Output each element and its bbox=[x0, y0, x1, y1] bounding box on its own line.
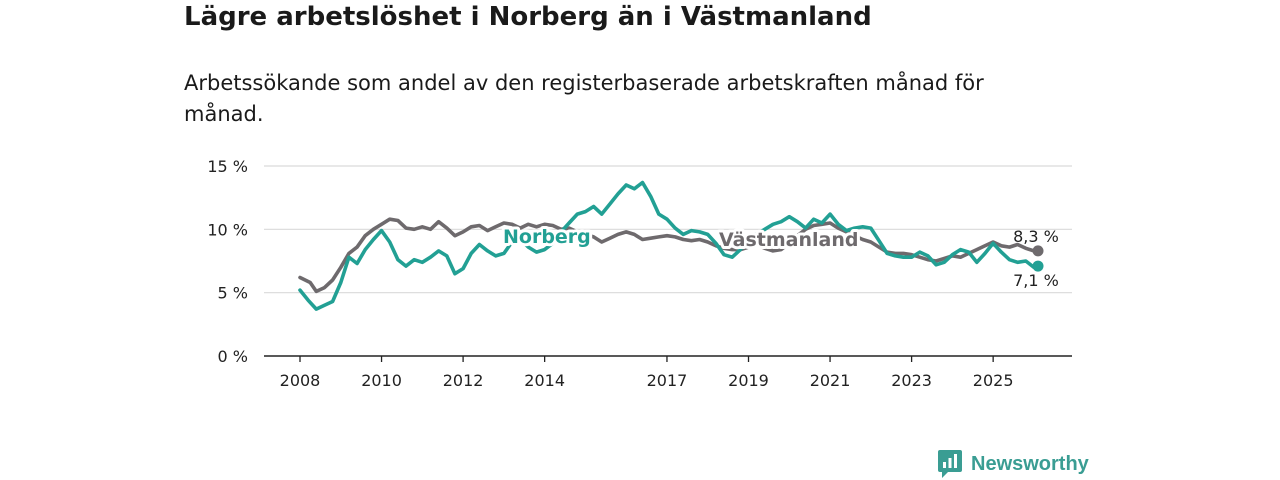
end-value-label-vastmanland: 8,3 % bbox=[1013, 227, 1059, 246]
x-tick-label: 2017 bbox=[647, 371, 688, 390]
x-tick-label: 2014 bbox=[524, 371, 565, 390]
chart-title: Lägre arbetslöshet i Norberg än i Västma… bbox=[184, 2, 872, 32]
x-tick-label: 2021 bbox=[810, 371, 851, 390]
x-tick-label: 2010 bbox=[361, 371, 402, 390]
end-value-label-norberg: 7,1 % bbox=[1013, 271, 1059, 290]
y-tick-label: 15 % bbox=[207, 157, 248, 176]
series-line-norberg bbox=[298, 180, 1040, 311]
bar-chart-speech-icon bbox=[938, 450, 962, 478]
series-line-västmanland bbox=[298, 217, 1040, 294]
series-end-point-norberg bbox=[1032, 260, 1044, 272]
series-end-point-västmanland bbox=[1032, 245, 1044, 257]
axes: 0 % 5 % 10 % 15 % 2008 2010 2012 2014 2017 2019 20… bbox=[207, 157, 1072, 390]
x-tick-label: 2025 bbox=[973, 371, 1014, 390]
series-label-vastmanland: Västmanland bbox=[719, 229, 859, 251]
y-tick-label: 10 % bbox=[207, 220, 248, 239]
x-tick-label: 2008 bbox=[280, 371, 321, 390]
series-lines bbox=[298, 180, 1044, 311]
x-tick-label: 2012 bbox=[443, 371, 484, 390]
y-tick-label: 5 % bbox=[218, 284, 248, 303]
series-label-vastmanland-halo: Västmanland bbox=[719, 229, 859, 251]
x-tick-label: 2019 bbox=[728, 371, 769, 390]
series-label-norberg: Norberg bbox=[503, 226, 591, 248]
brand-name: Newsworthy bbox=[971, 452, 1089, 475]
series-label-norberg-halo: Norberg bbox=[503, 226, 591, 248]
brand-logo[interactable]: Newsworthy bbox=[937, 449, 1089, 479]
chart-subtitle: Arbetssökande som andel av den registerb… bbox=[184, 71, 984, 126]
x-tick-label: 2023 bbox=[891, 371, 932, 390]
y-tick-label: 0 % bbox=[218, 347, 248, 366]
gridlines bbox=[264, 165, 1072, 294]
